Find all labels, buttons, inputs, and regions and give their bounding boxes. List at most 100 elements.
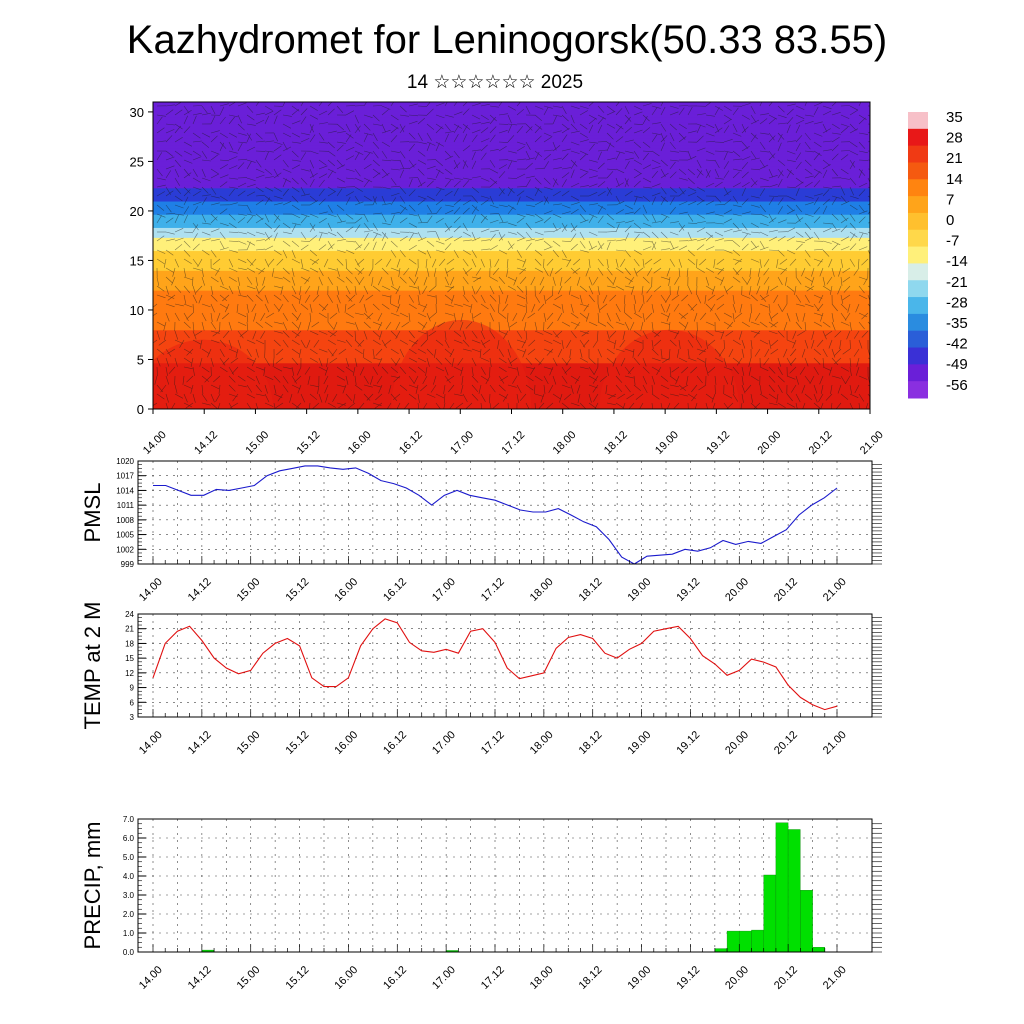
wind-barb [393,375,401,383]
x-tick-label: 15.00 [235,576,263,604]
wind-barb [264,195,273,202]
wind-barb [741,366,745,376]
wind-barb [192,206,198,215]
wind-barb [714,312,720,321]
wind-barb [840,201,850,206]
wind-barb [824,330,833,337]
wind-barb [651,192,661,197]
wind-barb [624,384,631,393]
x-tick-label: 17.12 [479,964,507,992]
wind-barb [379,330,383,340]
wind-barb [327,213,337,218]
wind-barb [246,312,249,323]
wind-barb [660,303,665,313]
wind-barb [668,348,671,359]
wind-barb [420,339,428,347]
wind-barb [246,294,254,302]
wind-barb [444,150,452,158]
plot-frame [137,613,873,718]
wind-barb [606,171,614,179]
wind-barb [156,152,163,161]
wind-barb [453,312,457,322]
heatmap-band [153,116,870,123]
wind-barb [372,132,378,141]
wind-barb [615,201,625,206]
wind-barb [390,197,397,206]
wind-barb [471,294,478,303]
wind-barb [246,339,256,344]
wind-barb [749,312,752,322]
wind-barb [273,330,283,334]
wind-barb [714,150,725,152]
wind-barb [174,214,179,224]
wind-barb [201,312,207,322]
wind-barb [817,258,824,267]
wind-barb [498,188,505,197]
colorbar-label: 35 [946,109,963,126]
wind-barb [768,229,778,233]
wind-barb [210,357,214,367]
wind-barb [282,141,288,151]
wind-barb [408,231,418,235]
wind-barb [480,330,486,340]
wind-barb [408,103,418,107]
wind-barb [282,201,292,206]
wind-barb [734,258,743,265]
wind-barb [426,142,431,152]
wind-barb [453,216,461,224]
wind-barb [447,285,455,293]
wind-barb [453,249,459,258]
wind-barb [174,228,184,233]
wind-barb [336,131,346,134]
wind-barb [795,312,799,322]
wind-barb [156,285,165,292]
wind-barb [480,366,486,375]
wind-barb [516,249,522,258]
wind-barb [849,258,856,267]
wind-barb [574,375,581,384]
wind-barb [462,125,468,134]
wind-barb [381,267,389,275]
wind-barb [786,209,796,215]
wind-barb [354,267,363,274]
wind-barb [705,339,708,349]
wind-barb [224,303,230,313]
wind-barb [819,375,824,385]
wind-barb [552,130,562,134]
heatmap-band [153,342,870,351]
wind-barb [858,169,863,179]
wind-barb [201,186,209,194]
wind-barb [329,330,338,338]
wind-barb [462,285,466,295]
x-tick-label: 14.12 [192,429,220,457]
wind-barb [318,267,324,276]
wind-barb [408,178,413,188]
wind-barb [534,213,543,220]
wind-barb [552,330,559,339]
wind-barb [750,321,760,326]
wind-barb [525,231,532,240]
wind-barb [669,258,675,267]
wind-barb [822,222,833,225]
wind-barb [435,402,441,409]
wind-barb [813,216,821,224]
wind-barb [561,240,572,242]
wind-barb [570,384,574,394]
wind-barb [372,222,378,231]
wind-barb [461,375,464,385]
wind-barb [417,402,420,409]
wind-barb [276,258,284,266]
wind-barb [336,231,344,239]
wind-barb [633,159,642,165]
wind-barb [165,204,172,213]
wind-barb [786,124,791,134]
wind-barb [426,180,434,188]
wind-barb [570,202,580,206]
wind-barb [471,214,476,224]
wind-barb [372,233,378,242]
wind-barb [804,132,811,141]
wind-barb [165,213,176,215]
wind-barb [271,267,275,277]
wind-barb [519,267,527,275]
wind-barb [716,294,725,301]
